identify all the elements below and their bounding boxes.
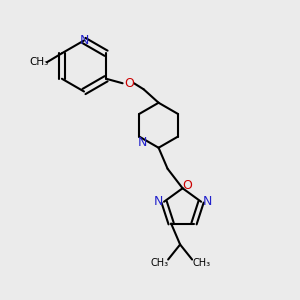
Text: CH₃: CH₃ <box>150 257 168 268</box>
Text: N: N <box>202 195 212 208</box>
Text: O: O <box>124 77 134 90</box>
Text: CH₃: CH₃ <box>192 257 210 268</box>
Text: N: N <box>153 195 163 208</box>
Text: N: N <box>138 136 148 148</box>
Text: N: N <box>79 34 89 47</box>
Text: O: O <box>182 179 192 192</box>
Text: CH₃: CH₃ <box>30 57 49 67</box>
